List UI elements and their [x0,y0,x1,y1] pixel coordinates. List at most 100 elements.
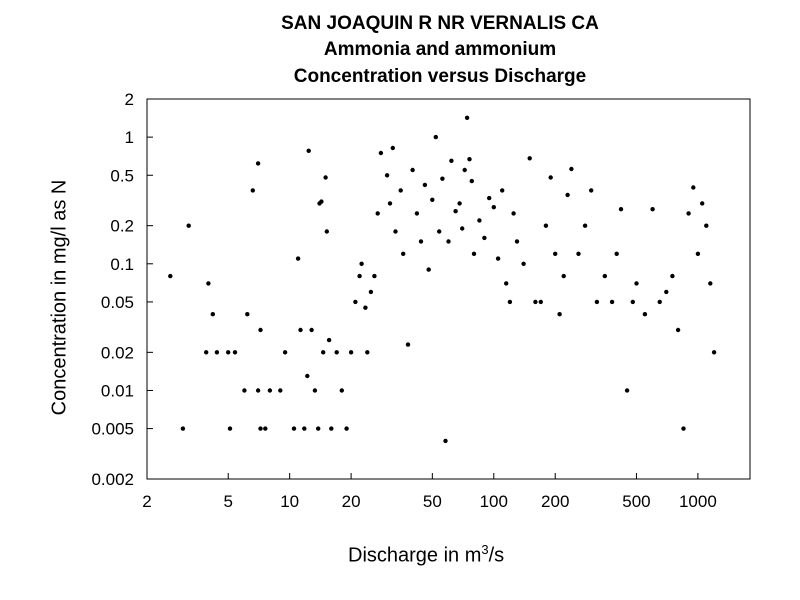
data-point [642,312,648,317]
data-point [302,426,307,431]
data-point [618,207,624,212]
data-point [482,235,487,241]
data-point [457,201,462,206]
data-point [426,267,431,272]
data-point [477,218,482,223]
data-point [500,188,505,193]
data-point [507,299,513,305]
chart-subtitle-2: Concentration versus Discharge [293,66,587,87]
data-point [433,134,438,140]
data-point [214,350,220,355]
data-point [650,207,655,212]
y-tick-label: 0.005 [91,420,134,439]
data-point [700,201,705,206]
data-point [460,226,465,231]
x-tick-label: 5 [223,492,232,511]
data-point [204,350,209,355]
data-point [602,273,607,279]
y-axis-label: Concentration in mg/l as N [48,179,71,416]
data-point [548,175,553,180]
y-tick-label: 1 [125,128,134,147]
data-point [365,350,370,355]
data-point [359,261,364,266]
data-point [263,426,268,431]
x-axis-label-suffix: /s [488,544,505,567]
data-point [295,256,301,261]
data-point [324,229,329,234]
data-point [543,223,549,228]
data-point [232,350,238,355]
data-point [206,281,211,286]
x-axis-label: Discharge in m3/s [348,542,504,568]
data-point [278,388,283,393]
data-point [576,251,581,256]
x-tick-label: 20 [342,492,361,511]
data-point [686,211,691,216]
data-point [344,426,349,431]
data-point [670,273,675,279]
data-point [291,426,297,431]
x-tick-label: 10 [280,492,299,511]
data-point [316,426,321,431]
data-point [410,167,415,173]
x-tick-label: 1000 [679,492,717,511]
data-point [495,256,501,261]
y-tick-label: 0.2 [110,217,134,236]
data-point [305,373,310,379]
data-point [405,342,411,347]
data-point [711,350,717,355]
x-axis-label-superscript: 3 [481,542,489,557]
data-point [258,426,263,431]
data-point [387,201,393,206]
data-point [339,388,344,393]
data-point [390,145,395,151]
data-point [398,188,403,193]
data-point [691,185,696,190]
data-point [527,156,532,161]
data-point [514,239,520,244]
data-point [561,273,566,279]
x-tick-label: 500 [622,492,650,511]
data-point [319,199,324,204]
data-point [594,299,600,305]
data-point [418,239,424,244]
data-point [430,197,435,202]
data-point [372,273,377,279]
data-point [168,273,173,279]
data-point [306,148,311,153]
data-point [449,158,454,163]
data-point [453,209,458,214]
data-point [471,251,477,256]
x-tick-label: 2 [142,492,151,511]
data-point [326,337,332,343]
data-point [440,176,445,181]
points-layer [168,115,717,444]
data-point [664,289,669,295]
data-point [553,251,558,256]
data-point [443,438,448,444]
data-point [630,299,635,305]
chart-subtitle: Ammonia and ammonium [323,39,557,60]
data-point [589,188,594,193]
data-point [422,182,428,188]
x-tick-label: 100 [480,492,508,511]
data-point [511,211,516,216]
data-point [487,195,492,201]
data-point [210,312,215,317]
x-tick-label: 200 [541,492,569,511]
data-point [675,327,681,333]
data-point [321,350,326,355]
data-point [309,327,314,333]
data-point [334,350,339,355]
y-tick-label: 0.1 [110,255,134,274]
chart-title: SAN JOAQUIN R NR VERNALIS CA [281,13,599,34]
data-point [624,388,630,393]
data-point [267,388,273,393]
data-point [464,115,470,121]
data-point [538,299,543,305]
y-tick-label: 0.5 [110,166,134,185]
data-point [704,223,709,228]
data-point [614,251,619,256]
data-point [504,281,509,286]
